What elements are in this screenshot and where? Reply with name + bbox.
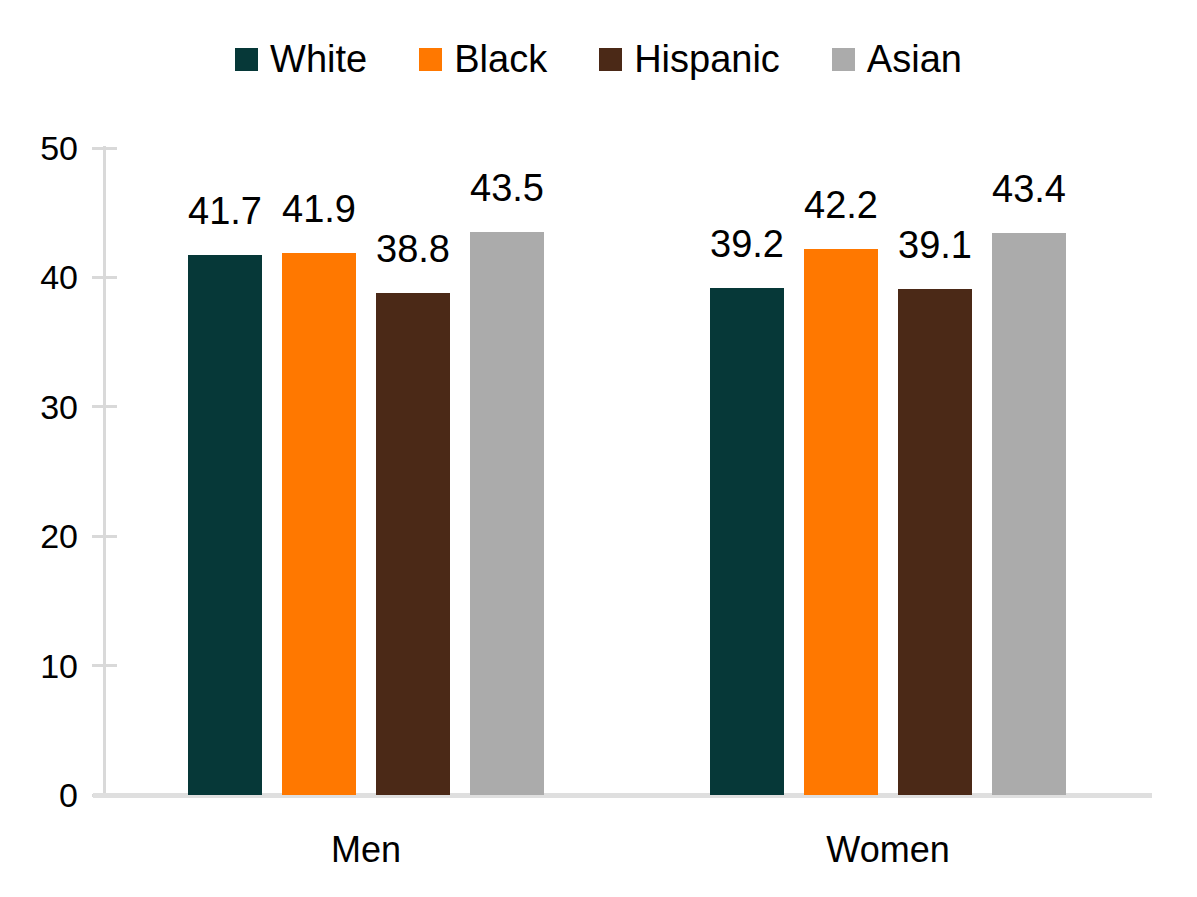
bar-women-white [710, 288, 784, 795]
legend-label: Asian [867, 40, 962, 78]
bar-women-black [804, 249, 878, 795]
bar-value-label: 39.1 [855, 225, 1015, 265]
y-axis-tick [92, 664, 117, 667]
legend-label: Black [454, 40, 547, 78]
bar-men-asian [470, 232, 544, 795]
y-axis-tick-label: 0 [8, 778, 78, 812]
bar-value-label: 43.4 [949, 169, 1109, 209]
y-axis-line [103, 146, 106, 797]
legend-item-white: White [235, 40, 367, 78]
legend-swatch-asian [832, 48, 855, 71]
y-axis-tick [92, 405, 117, 408]
legend-item-hispanic: Hispanic [599, 40, 780, 78]
bar-value-label: 42.2 [761, 185, 921, 225]
legend-label: White [270, 40, 367, 78]
bar-men-hispanic [376, 293, 450, 795]
bar-value-label: 41.9 [239, 189, 399, 229]
legend-label: Hispanic [634, 40, 780, 78]
bar-women-hispanic [898, 289, 972, 795]
legend-swatch-white [235, 48, 258, 71]
y-axis-tick [92, 535, 117, 538]
bar-value-label: 43.5 [427, 168, 587, 208]
y-axis-tick-label: 40 [8, 260, 78, 294]
chart-legend: White Black Hispanic Asian [0, 40, 1197, 78]
y-axis-tick-label: 30 [8, 390, 78, 424]
y-axis-tick [92, 276, 117, 279]
legend-item-asian: Asian [832, 40, 962, 78]
legend-item-black: Black [419, 40, 547, 78]
legend-swatch-black [419, 48, 442, 71]
bar-women-asian [992, 233, 1066, 795]
y-axis-tick-label: 20 [8, 519, 78, 553]
x-axis-category-label: Women [778, 832, 998, 868]
legend-swatch-hispanic [599, 48, 622, 71]
x-axis-category-label: Men [256, 832, 476, 868]
bar-value-label: 39.2 [667, 224, 827, 264]
bar-chart: WhiteBlackHispanicAsian 0102030405041.74… [0, 0, 1197, 897]
bar-value-label: 38.8 [333, 229, 493, 269]
y-axis-tick-label: 50 [8, 131, 78, 165]
y-axis-tick-label: 10 [8, 649, 78, 683]
bar-men-black [282, 253, 356, 795]
bar-men-white [188, 255, 262, 795]
y-axis-tick [92, 147, 117, 150]
